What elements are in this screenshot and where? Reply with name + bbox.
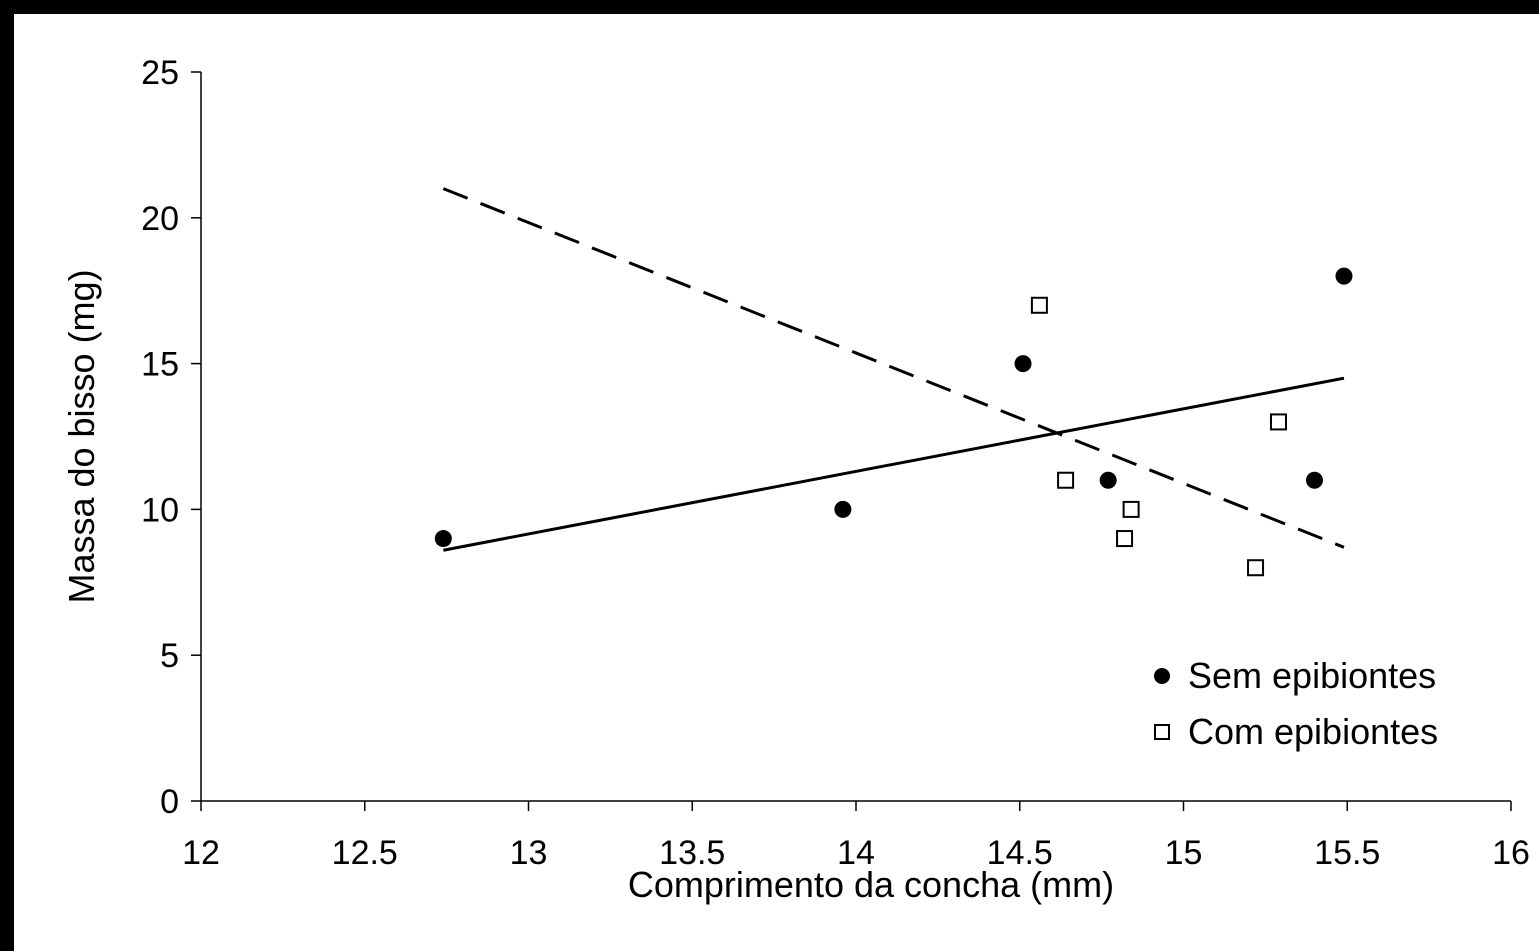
y-tick-label: 5	[160, 637, 179, 675]
y-tick-label: 15	[141, 346, 179, 384]
trendline-sem-epibiontes	[443, 376, 1345, 552]
data-point-com-epibiontes	[1269, 413, 1287, 431]
data-point-com-epibiontes	[1247, 559, 1265, 577]
legend-label-sem-epibiontes: Sem epibiontes	[1188, 655, 1436, 696]
y-tick-label: 20	[141, 200, 179, 238]
x-tick-label: 12.5	[332, 834, 398, 872]
x-axis-title: Comprimento da concha (mm)	[628, 864, 1114, 905]
data-point-com-epibiontes	[1030, 296, 1048, 314]
y-tick-label: 10	[141, 491, 179, 529]
data-point-sem-epibiontes	[434, 530, 452, 548]
x-tick-label: 16	[1492, 834, 1530, 872]
data-point-com-epibiontes	[1116, 530, 1134, 548]
data-point-sem-epibiontes	[1014, 355, 1032, 373]
x-tick-label: 14.5	[987, 834, 1053, 872]
y-tick-label: 25	[141, 54, 179, 92]
legend-label-com-epibiontes: Com epibiontes	[1188, 711, 1438, 752]
scatter-chart: 12 12.5 13 13.5 14 14.5 15 15.5 16 0 5 10 15 20 25 Comp…	[61, 54, 1530, 905]
x-tick-label: 15.5	[1314, 834, 1380, 872]
y-tick-label: 0	[160, 783, 179, 821]
legend-marker-com-epibiontes	[1154, 724, 1170, 740]
trendline-com-epibiontes	[442, 187, 1345, 549]
data-point-sem-epibiontes	[1306, 471, 1323, 489]
x-tick-label: 14	[837, 834, 875, 872]
x-tick-label: 12	[182, 834, 220, 872]
data-point-sem-epibiontes	[834, 500, 852, 518]
data-point-com-epibiontes	[1057, 471, 1075, 489]
x-tick-label: 13	[510, 834, 548, 872]
data-point-com-epibiontes	[1122, 500, 1140, 518]
y-axis-title: Massa do bisso (mg)	[61, 269, 102, 603]
x-tick-label: 13.5	[659, 834, 725, 872]
x-tick-label: 15	[1165, 834, 1203, 872]
chart-panel: 12 12.5 13 13.5 14 14.5 15 15.5 16 0 5 10 15 20 25 Comp…	[14, 14, 1539, 951]
data-point-sem-epibiontes	[1335, 267, 1353, 285]
data-point-sem-epibiontes	[1099, 471, 1117, 489]
legend-marker-sem-epibiontes	[1154, 668, 1170, 684]
